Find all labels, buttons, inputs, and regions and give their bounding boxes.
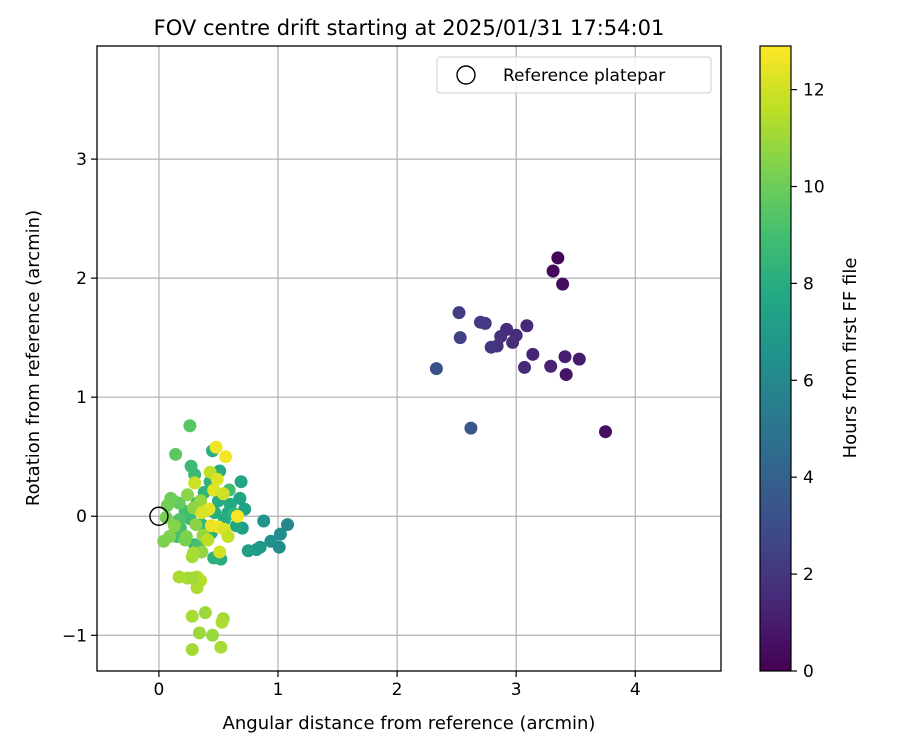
data-point xyxy=(188,476,202,490)
y-tick-label: 0 xyxy=(76,507,87,527)
y-tick-label: 2 xyxy=(76,269,87,289)
data-point xyxy=(272,540,286,554)
data-point xyxy=(273,527,287,541)
x-tick-label: 0 xyxy=(154,680,165,700)
data-point xyxy=(556,277,570,291)
data-point xyxy=(186,546,200,560)
data-point xyxy=(221,529,235,543)
data-point xyxy=(526,347,540,361)
data-point xyxy=(484,340,498,354)
colorbar-tick-label: 10 xyxy=(803,178,825,198)
legend-box xyxy=(436,56,712,94)
colorbar-tick-label: 0 xyxy=(803,662,814,682)
data-point xyxy=(201,533,215,547)
colorbar-ticks: 0 2 4 6 8 10 12 xyxy=(791,81,825,682)
data-point xyxy=(229,519,243,533)
data-point xyxy=(210,472,224,486)
chart-title: FOV centre drift starting at 2025/01/31 … xyxy=(154,16,665,40)
data-point xyxy=(281,518,295,532)
data-point xyxy=(216,487,230,501)
data-point xyxy=(192,626,206,640)
x-tick-label: 2 xyxy=(392,680,403,700)
data-point xyxy=(452,306,466,320)
data-point xyxy=(159,510,173,524)
y-tick-label: 1 xyxy=(76,388,87,408)
data-point xyxy=(473,315,487,329)
data-point xyxy=(194,494,208,508)
data-point xyxy=(520,319,534,333)
colorbar-tick-label: 2 xyxy=(803,565,814,585)
data-point xyxy=(209,440,223,454)
x-tick-label: 1 xyxy=(273,680,284,700)
data-point xyxy=(213,545,227,559)
data-point xyxy=(518,360,532,374)
data-point xyxy=(189,518,203,532)
data-point xyxy=(558,350,572,364)
data-point xyxy=(206,628,220,642)
colorbar-tick-label: 8 xyxy=(803,274,814,294)
data-point xyxy=(181,488,195,502)
data-point xyxy=(257,514,271,528)
data-point xyxy=(169,447,183,461)
data-point xyxy=(163,529,177,543)
data-point xyxy=(559,368,573,382)
y-tick-label: −1 xyxy=(62,626,87,646)
data-point xyxy=(241,544,255,558)
data-point xyxy=(234,475,248,489)
data-point xyxy=(185,609,199,623)
data-point xyxy=(178,533,192,547)
colorbar-label: Hours from first FF file xyxy=(840,258,861,459)
y-tick-label: 3 xyxy=(76,150,87,170)
data-point xyxy=(219,450,233,464)
data-point xyxy=(453,331,467,345)
colorbar-gradient xyxy=(759,45,792,672)
data-point xyxy=(160,499,174,513)
y-axis-label: Rotation from reference (arcmin) xyxy=(23,210,44,506)
colorbar-tick-label: 4 xyxy=(803,468,814,488)
data-point xyxy=(167,519,181,533)
data-point xyxy=(464,421,478,435)
data-point xyxy=(195,506,209,520)
legend-label-reference: Reference platepar xyxy=(503,66,665,86)
data-point xyxy=(506,335,520,349)
data-point xyxy=(185,643,199,657)
data-point xyxy=(544,359,558,373)
data-point xyxy=(183,419,197,433)
data-point xyxy=(429,362,443,376)
axis-ticks: 0 1 2 3 4 −1 0 1 2 3 xyxy=(62,150,641,700)
colorbar-tick-label: 12 xyxy=(803,81,825,101)
data-point xyxy=(546,264,560,278)
data-point xyxy=(185,571,199,585)
colorbar: 0 2 4 6 8 10 12 Hours from first FF file xyxy=(759,45,861,682)
x-tick-label: 4 xyxy=(630,680,641,700)
data-point xyxy=(215,615,229,629)
legend: Reference platepar xyxy=(436,56,712,94)
data-point xyxy=(214,640,228,654)
data-point xyxy=(231,509,245,523)
data-point xyxy=(184,459,198,473)
x-tick-label: 3 xyxy=(511,680,522,700)
plot-frame xyxy=(96,45,722,672)
data-point xyxy=(198,606,212,620)
data-point xyxy=(551,251,565,265)
scatter-points xyxy=(149,251,612,657)
data-point xyxy=(598,425,612,439)
data-point xyxy=(572,352,586,366)
reference-platepar-marker xyxy=(149,506,169,526)
legend-marker-reference xyxy=(456,65,476,85)
colorbar-tick-label: 6 xyxy=(803,371,814,391)
x-axis-label: Angular distance from reference (arcmin) xyxy=(223,713,596,734)
data-point xyxy=(233,491,247,505)
